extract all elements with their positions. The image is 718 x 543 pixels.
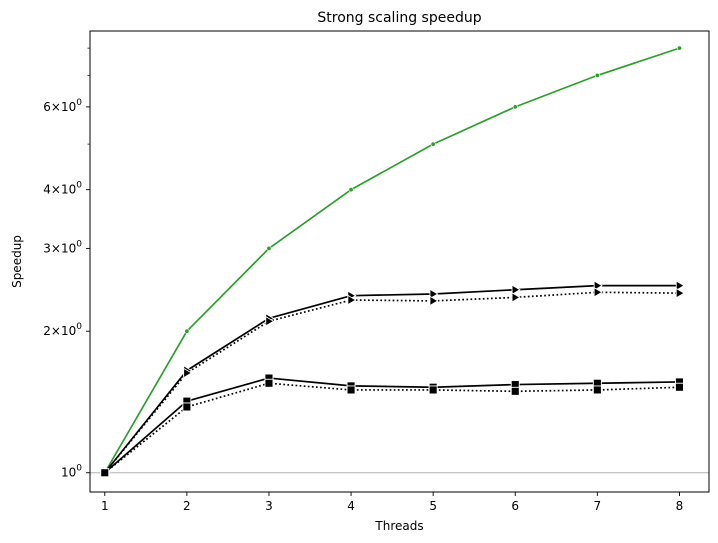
series-4-marker-7 bbox=[674, 382, 684, 392]
y-tick-label-3: 4×100 bbox=[43, 181, 82, 197]
series-2-marker-4 bbox=[429, 295, 439, 307]
y-tick-label-4: 6×100 bbox=[43, 98, 82, 114]
series-0-marker-6 bbox=[594, 72, 600, 78]
plot-area: 1 2 3 4 5 6 7 8 100 2×100 3×100 4×100 6×100 bbox=[43, 30, 710, 513]
x-tick-label-6: 7 bbox=[594, 499, 602, 513]
series-1-marker-4 bbox=[429, 288, 439, 300]
series-line-0 bbox=[104, 47, 680, 474]
series-0-marker-2 bbox=[266, 245, 272, 251]
series-4-marker-3 bbox=[346, 385, 356, 395]
y-tick-label-2: 3×100 bbox=[43, 239, 82, 255]
series-1-marker-6 bbox=[593, 280, 603, 292]
y-tick-label-1: 2×100 bbox=[43, 322, 82, 338]
x-tick-label-4: 5 bbox=[429, 499, 437, 513]
series-2-marker-3 bbox=[347, 294, 357, 306]
x-tick-label-2: 3 bbox=[265, 499, 273, 513]
series-0-marker-1 bbox=[184, 328, 190, 334]
series-4-marker-1 bbox=[182, 402, 192, 412]
x-tick-label-3: 4 bbox=[347, 499, 355, 513]
x-tick-label-1: 2 bbox=[183, 499, 191, 513]
series-2-marker-2 bbox=[265, 315, 275, 327]
y-axis-label: Speedup bbox=[10, 235, 24, 288]
chart-title: Strong scaling speedup bbox=[317, 10, 481, 26]
series-2-marker-1 bbox=[183, 367, 193, 379]
series-4-marker-2 bbox=[264, 378, 274, 388]
series-4-marker-4 bbox=[428, 385, 438, 395]
series-1-marker-7 bbox=[675, 280, 685, 292]
series-1-marker-5 bbox=[511, 284, 521, 296]
series-line-4 bbox=[104, 382, 680, 474]
series-2-marker-6 bbox=[593, 286, 603, 298]
x-tick-label-0: 1 bbox=[101, 499, 109, 513]
x-tick-label-7: 8 bbox=[676, 499, 684, 513]
series-0-marker-3 bbox=[348, 187, 354, 193]
series-line-3 bbox=[104, 377, 680, 474]
x-tick-label-5: 6 bbox=[511, 499, 519, 513]
series-4-marker-0 bbox=[100, 468, 110, 478]
axes-frame bbox=[89, 30, 710, 493]
series-0-marker-5 bbox=[512, 104, 518, 110]
series-2-marker-5 bbox=[511, 292, 521, 303]
series-4-marker-6 bbox=[592, 385, 602, 395]
series-4-marker-5 bbox=[510, 386, 520, 396]
series-0-marker-7 bbox=[676, 45, 682, 51]
series-0-marker-4 bbox=[430, 141, 436, 147]
y-tick-label-0: 100 bbox=[61, 464, 82, 480]
series-line-1 bbox=[104, 284, 680, 474]
series-2-marker-7 bbox=[675, 287, 685, 299]
x-axis-label: Threads bbox=[374, 519, 423, 533]
